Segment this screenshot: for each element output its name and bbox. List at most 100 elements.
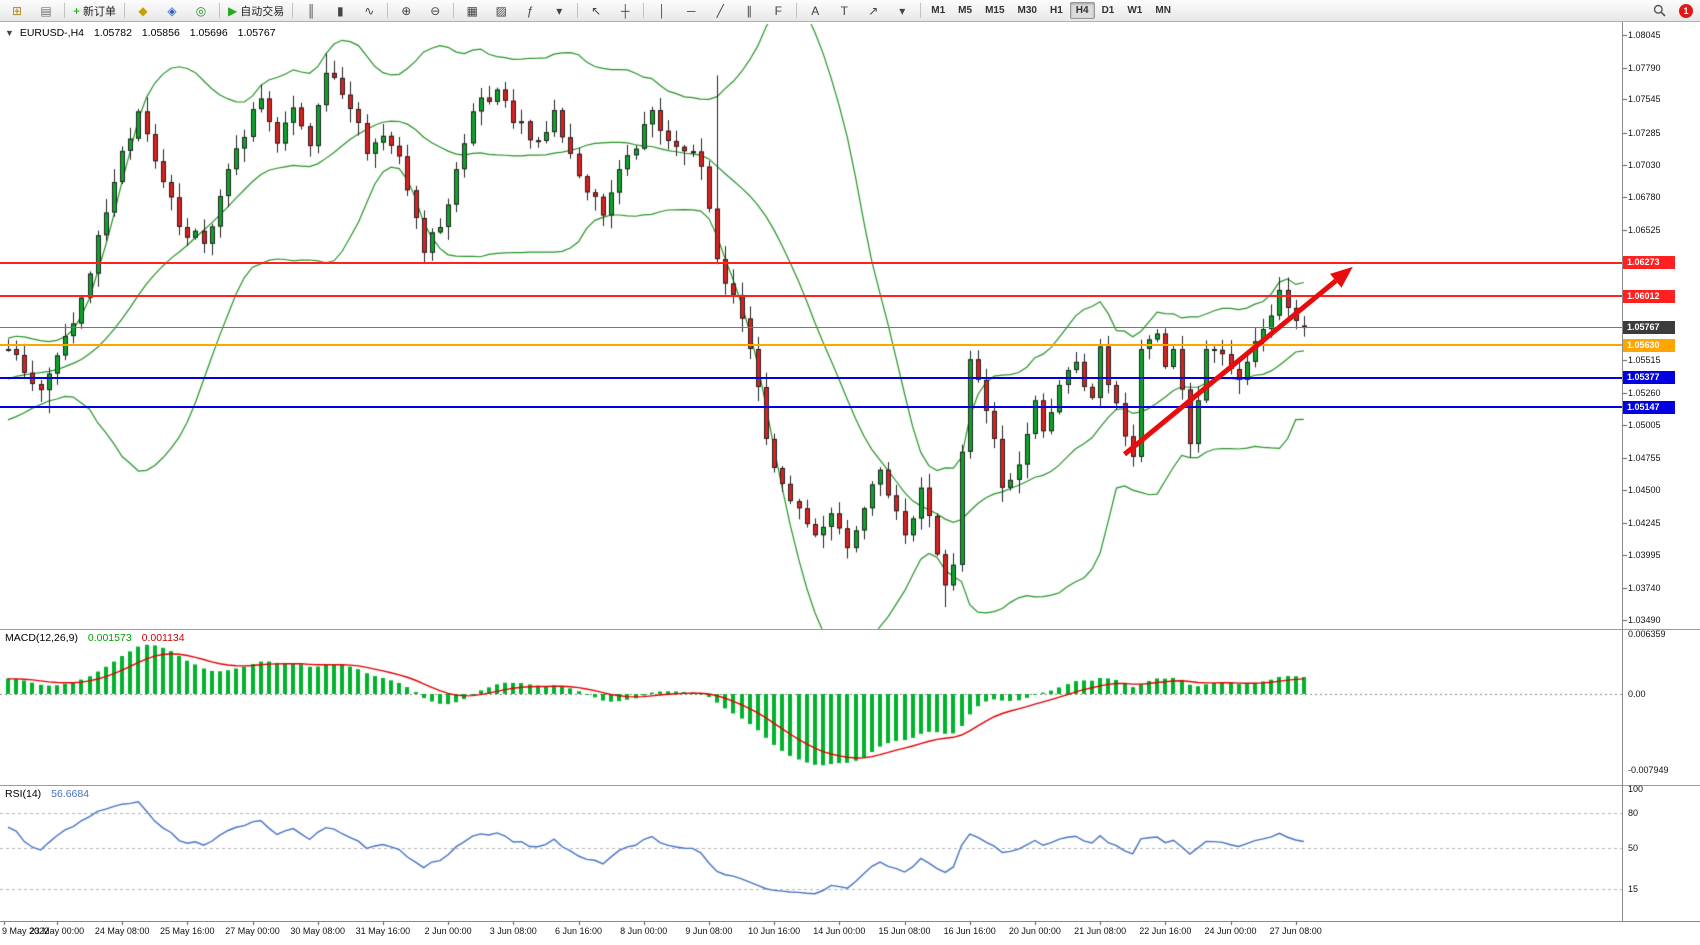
time-axis-label: 25 May 16:00 bbox=[160, 926, 215, 936]
zoom-out-button[interactable]: ⊖ bbox=[421, 1, 449, 21]
terminal-icon: ◎ bbox=[195, 3, 207, 18]
fibonacci-icon: F bbox=[774, 3, 782, 18]
ohlc-high: 1.05856 bbox=[141, 27, 180, 39]
candlestick-chart-icon: ▮ bbox=[336, 3, 344, 18]
toolbar-separator bbox=[577, 3, 579, 18]
price-axis-tick: 1.04500 bbox=[1628, 485, 1661, 496]
horizontal-line-1-05767[interactable] bbox=[0, 327, 1622, 329]
ohlc-low: 1.05696 bbox=[189, 27, 228, 39]
timeframe-button-h4[interactable]: H4 bbox=[1069, 2, 1095, 19]
indicators-button[interactable]: ƒ bbox=[516, 1, 544, 21]
new-chart-button[interactable]: ⊞ bbox=[3, 1, 31, 21]
time-axis-label: 27 Jun 08:00 bbox=[1269, 926, 1322, 936]
ohlc-open: 1.05782 bbox=[93, 27, 132, 39]
rsi-name: RSI(14) bbox=[5, 788, 42, 800]
timeframe-button-m1[interactable]: M1 bbox=[931, 5, 946, 16]
terminal-button[interactable]: ◎ bbox=[187, 1, 215, 21]
timeframe-button-m5[interactable]: M5 bbox=[958, 5, 973, 16]
navigator-button[interactable]: ◈ bbox=[158, 1, 186, 21]
text-label-button[interactable]: T bbox=[830, 1, 858, 21]
horizontal-line-1-05147[interactable] bbox=[0, 406, 1622, 409]
data-window-button[interactable]: ▨ bbox=[487, 1, 515, 21]
horizontal-line-1-05630[interactable] bbox=[0, 344, 1622, 347]
time-axis-label: 9 Jun 08:00 bbox=[685, 926, 733, 936]
horizontal-line-1-06273[interactable] bbox=[0, 261, 1622, 264]
profiles-button[interactable]: ▤ bbox=[32, 1, 60, 21]
macd-scale-label: 0.006359 bbox=[1628, 628, 1666, 639]
market-watch-icon: ◆ bbox=[138, 3, 148, 18]
cursor-button[interactable]: ↖ bbox=[582, 1, 610, 21]
panel-splitter-macd[interactable] bbox=[0, 629, 1700, 630]
horizontal-line-button[interactable]: ─ bbox=[677, 1, 705, 21]
equidistant-channel-button[interactable]: ∥ bbox=[735, 1, 763, 21]
price-axis-border bbox=[1622, 22, 1623, 921]
autotrading-button[interactable]: ▶ 自动交易 bbox=[224, 1, 288, 21]
navigator-icon: ◈ bbox=[167, 3, 177, 18]
toolbar-separator bbox=[219, 3, 221, 18]
timeframe-button-m15[interactable]: M15 bbox=[985, 5, 1005, 16]
search-button[interactable] bbox=[1645, 1, 1673, 21]
text-button[interactable]: A bbox=[801, 1, 829, 21]
price-axis-tick: 1.04245 bbox=[1628, 518, 1661, 529]
bar-chart-icon: ║ bbox=[306, 3, 316, 18]
time-axis-label: 15 Jun 08:00 bbox=[878, 926, 931, 936]
autotrading-icon: ▶ bbox=[228, 3, 238, 18]
horizontal-line-1-06012[interactable] bbox=[0, 295, 1622, 298]
market-watch-button[interactable]: ◆ bbox=[129, 1, 157, 21]
arrows-button[interactable]: ↗ bbox=[859, 1, 887, 21]
line-chart-icon: ∿ bbox=[364, 3, 375, 18]
horizontal-line-1-05377[interactable] bbox=[0, 376, 1622, 379]
notification-badge[interactable]: 1 bbox=[1679, 3, 1693, 18]
timeframe-button-h1[interactable]: H1 bbox=[1049, 5, 1063, 16]
trend-arrow[interactable] bbox=[1122, 266, 1353, 457]
search-icon bbox=[1653, 4, 1666, 17]
new-order-icon: + bbox=[73, 3, 81, 18]
fibonacci-button[interactable]: F bbox=[764, 1, 792, 21]
time-axis[interactable]: 9 May 2022 23 May 00:00 24 May 08:00 25 May… bbox=[0, 924, 1700, 945]
collapse-triangle-icon[interactable]: ▼ bbox=[5, 28, 14, 38]
timeframe-button-m30[interactable]: M30 bbox=[1017, 5, 1037, 16]
toolbar-separator bbox=[796, 3, 798, 18]
timeframe-button-d1[interactable]: D1 bbox=[1101, 5, 1115, 16]
trendline-button[interactable]: ╱ bbox=[706, 1, 734, 21]
trendline-icon: ╱ bbox=[716, 3, 724, 18]
time-axis-label: 20 Jun 00:00 bbox=[1008, 926, 1061, 936]
vertical-line-button[interactable]: │ bbox=[648, 1, 676, 21]
arrows-icon: ↗ bbox=[868, 3, 879, 18]
price-axis-tick: 1.03490 bbox=[1628, 614, 1661, 625]
text-label-icon: T bbox=[840, 3, 848, 18]
time-axis-label: 21 Jun 08:00 bbox=[1074, 926, 1127, 936]
price-axis-tick: 1.07545 bbox=[1628, 94, 1661, 105]
panel-splitter-rsi[interactable] bbox=[0, 785, 1700, 786]
crosshair-button[interactable]: ┼ bbox=[611, 1, 639, 21]
time-axis-label: 3 Jun 08:00 bbox=[489, 926, 537, 936]
toolbar-separator bbox=[124, 3, 126, 18]
zoom-in-button[interactable]: ⊕ bbox=[392, 1, 420, 21]
time-axis-border bbox=[0, 921, 1700, 922]
price-label-1-06012: 1.06012 bbox=[1623, 289, 1675, 303]
new-order-button[interactable]: + 新订单 bbox=[69, 1, 120, 21]
rsi-scale-label: 80 bbox=[1628, 807, 1639, 818]
toolbar-separator bbox=[920, 3, 922, 18]
candlestick-chart-button[interactable]: ▮ bbox=[326, 1, 354, 21]
macd-scale-label: -0.007949 bbox=[1628, 764, 1669, 775]
vertical-line-icon: │ bbox=[658, 3, 667, 18]
time-axis-label: 10 Jun 16:00 bbox=[748, 926, 801, 936]
price-label-1-05147: 1.05147 bbox=[1623, 400, 1675, 414]
toolbar-buttons: ⊞ ▤ + 新订单 ◆ ◈ ◎ ▶ 自动交易 ║ ▮ ∿ ⊕ ⊖ ▦ ▨ ƒ ▾ ↖ ┼ │ ─ ╱ ∥ F A T ↗ ▾ M1 M5 M1… bbox=[3, 1, 1177, 21]
zoom-out-icon: ⊖ bbox=[430, 3, 441, 18]
timeframe-button-mn[interactable]: MN bbox=[1155, 5, 1171, 16]
indicators-dropdown[interactable]: ▾ bbox=[545, 1, 573, 21]
tile-windows-button[interactable]: ▦ bbox=[458, 1, 486, 21]
price-axis-tick: 1.07790 bbox=[1628, 62, 1661, 73]
bar-chart-button[interactable]: ║ bbox=[297, 1, 325, 21]
toolbar-right: 1 bbox=[1645, 1, 1693, 21]
arrows-dropdown[interactable]: ▾ bbox=[888, 1, 916, 21]
line-chart-button[interactable]: ∿ bbox=[355, 1, 383, 21]
toolbar-separator bbox=[643, 3, 645, 18]
timeframe-button-w1[interactable]: W1 bbox=[1127, 5, 1143, 16]
price-axis[interactable]: 1.08045 1.07790 1.07545 1.07285 1.07030 1.067… bbox=[1623, 0, 1700, 945]
ohlc-close: 1.05767 bbox=[237, 27, 276, 39]
